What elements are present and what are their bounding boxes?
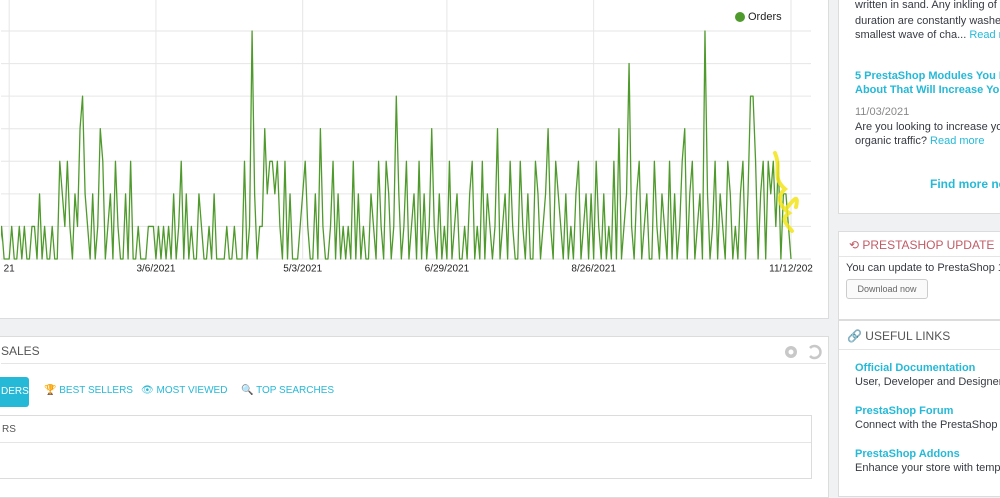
x-tick-label: 6/29/2021 (425, 264, 470, 275)
sales-panel: SALES DERS 🏆 BEST SELLERS 👁 MOST VIEWED … (0, 336, 829, 498)
series-line (1, 30, 792, 260)
x-tick-label: 3/6/2021 (136, 264, 175, 275)
read-more-link[interactable]: Read mo (969, 29, 1000, 41)
update-panel: ⟲ PRESTASHOP UPDATE You can update to Pr… (838, 231, 1000, 320)
plot (1, 30, 792, 260)
divider (839, 349, 1000, 350)
download-button[interactable]: Download now (846, 279, 928, 299)
x-tick-label: 5/3/2021 (283, 264, 322, 275)
x-tick-label: 8/26/2021 (571, 264, 616, 275)
divider (1, 363, 826, 364)
tab[interactable]: 🏆 BEST SELLERS (44, 385, 133, 396)
link-title[interactable]: Official Documentation (855, 362, 976, 374)
chart-panel: 21 3/6/2021 5/3/2021 6/29/2021 8/26/2021 11/1… (0, 0, 829, 319)
grid (1, 0, 811, 260)
article-text: Are you looking to increase you (855, 121, 1000, 133)
panel-title: SALES (1, 344, 40, 358)
x-axis: 21 3/6/2021 5/3/2021 6/29/2021 8/26/2021 11/1… (4, 264, 814, 275)
link-text: Connect with the PrestaShop c (855, 419, 1000, 431)
panel-title-text: PRESTASHOP UPDATE (862, 238, 995, 252)
links-panel: 🔗 USEFUL LINKS Official Documentation Use… (838, 320, 1000, 497)
article-title[interactable]: About That Will Increase Your C (855, 84, 1000, 96)
article-date: 11/03/2021 (855, 106, 910, 118)
tab-active[interactable]: DERS (0, 377, 29, 407)
x-tick-label: 21 (4, 264, 16, 275)
settings-icon-hole (788, 349, 794, 355)
chart: 21 3/6/2021 5/3/2021 6/29/2021 8/26/2021 11/1… (1, 0, 814, 275)
article-text: organic traffic? (855, 135, 931, 147)
news-text: duration are constantly washed (855, 15, 1000, 27)
news-text: smallest wave of cha... Read mo (855, 29, 1000, 41)
divider (0, 442, 811, 443)
tab-label: MOST VIEWED (156, 385, 228, 396)
panel-title: 🔗 USEFUL LINKS (847, 329, 951, 343)
panel-title: ⟲ PRESTASHOP UPDATE (849, 238, 995, 252)
update-text: You can update to PrestaShop 1.7 (846, 262, 1000, 274)
panel-title-text: USEFUL LINKS (865, 329, 951, 343)
table-header: RS (2, 424, 16, 435)
tab[interactable]: 👁 MOST VIEWED (141, 385, 228, 396)
tab-label: BEST SELLERS (59, 385, 133, 396)
panel-icons (785, 344, 822, 360)
divider (839, 256, 1000, 257)
highlight-scribble (773, 151, 799, 233)
read-more-link[interactable]: Read more (930, 135, 985, 147)
legend-marker (735, 12, 745, 22)
excerpt: smallest wave of cha... (855, 29, 970, 41)
news-text: written in sand. Any inkling of a (855, 0, 1000, 11)
more-news-link[interactable]: Find more news (930, 177, 1000, 191)
article-text: organic traffic? Read more (855, 135, 984, 147)
refresh-icon[interactable] (809, 344, 822, 360)
article-title[interactable]: 5 PrestaShop Modules You Didn (855, 70, 1000, 82)
tab[interactable]: 🔍 TOP SEARCHES (241, 385, 335, 396)
link-title[interactable]: PrestaShop Forum (855, 405, 954, 417)
button-label: Download now (857, 284, 917, 294)
table: RS (0, 415, 812, 479)
legend-label: Orders (748, 11, 782, 23)
link-text: User, Developer and Designer G (855, 376, 1000, 388)
tab-label: TOP SEARCHES (256, 385, 335, 396)
news-panel: written in sand. Any inkling of a durati… (838, 0, 1000, 214)
link-text: Enhance your store with templ (855, 462, 1000, 474)
tab-label: DERS (1, 386, 29, 397)
x-tick-label: 11/12/202 (769, 264, 813, 275)
link-title[interactable]: PrestaShop Addons (855, 448, 960, 460)
